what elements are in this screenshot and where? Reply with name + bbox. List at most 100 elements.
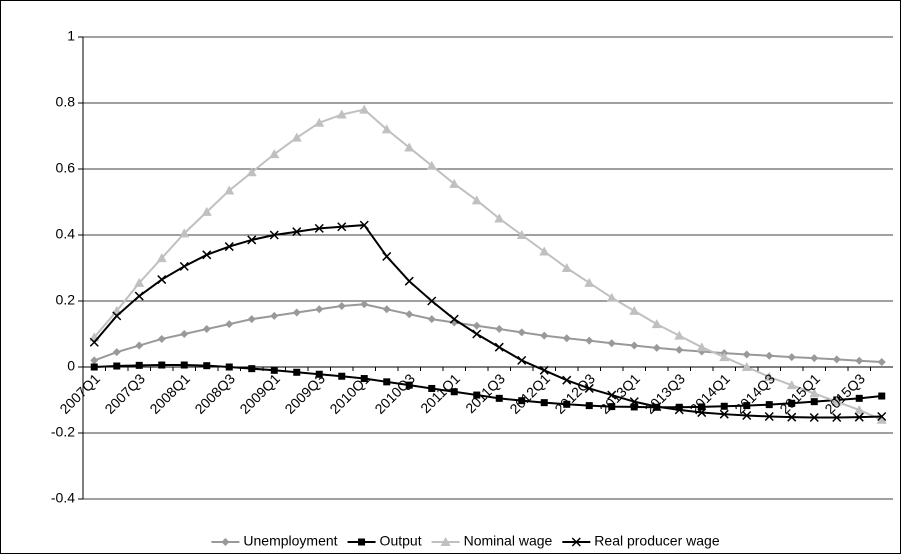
legend-item: Nominal wage <box>431 533 553 549</box>
marker <box>607 390 617 400</box>
marker <box>585 336 594 345</box>
marker <box>473 391 481 399</box>
marker <box>315 370 323 378</box>
y-tick-label: 0.4 <box>56 226 76 242</box>
marker <box>90 363 98 371</box>
legend-label: Output <box>380 533 422 549</box>
marker <box>517 328 526 337</box>
marker <box>360 375 368 383</box>
marker <box>134 277 145 287</box>
marker <box>202 250 212 260</box>
marker <box>608 403 616 411</box>
marker <box>134 291 144 301</box>
marker <box>135 361 143 369</box>
marker <box>248 365 256 373</box>
y-tick-label: 0.6 <box>56 160 76 176</box>
marker <box>472 321 481 330</box>
marker <box>269 149 280 159</box>
marker <box>314 117 325 127</box>
marker <box>765 401 773 409</box>
marker <box>405 381 413 389</box>
marker <box>787 353 796 362</box>
marker <box>180 330 189 338</box>
marker <box>270 366 278 374</box>
marker <box>561 263 572 272</box>
marker <box>337 301 346 310</box>
marker <box>495 325 504 334</box>
marker <box>427 296 437 306</box>
marker <box>180 361 188 369</box>
marker <box>810 354 819 363</box>
marker <box>606 292 617 302</box>
marker <box>517 355 527 365</box>
marker <box>742 350 751 359</box>
marker <box>135 341 144 350</box>
marker <box>720 402 728 410</box>
marker <box>157 275 167 285</box>
marker <box>518 397 526 405</box>
marker <box>719 409 729 419</box>
marker <box>494 213 505 223</box>
marker <box>540 331 549 340</box>
marker <box>742 410 752 421</box>
marker <box>449 314 459 324</box>
marker <box>450 388 458 396</box>
marker <box>428 384 436 392</box>
marker <box>247 235 257 245</box>
marker <box>855 394 863 402</box>
marker <box>359 220 369 230</box>
legend-item: Unemployment <box>211 533 338 549</box>
legend-label: Unemployment <box>243 533 337 549</box>
marker <box>764 411 774 422</box>
marker <box>540 399 548 407</box>
marker <box>337 222 347 232</box>
marker <box>404 142 415 152</box>
marker <box>765 351 774 360</box>
marker <box>203 362 211 370</box>
marker <box>764 371 775 381</box>
legend: Unemployment Output Nominal wage Real produ… <box>211 533 720 549</box>
marker <box>854 404 865 414</box>
marker <box>878 392 886 400</box>
marker <box>314 223 324 233</box>
legend-label: Nominal wage <box>464 533 553 549</box>
marker <box>359 104 370 114</box>
marker <box>741 362 752 371</box>
marker <box>269 230 279 240</box>
marker <box>179 228 190 238</box>
marker <box>338 372 346 380</box>
y-tick-label: 0.2 <box>56 292 76 308</box>
series-line <box>94 364 882 409</box>
marker <box>652 402 662 412</box>
marker <box>876 414 887 424</box>
marker <box>427 315 436 324</box>
marker <box>112 348 121 357</box>
marker <box>585 402 593 410</box>
marker <box>224 242 234 252</box>
marker <box>584 277 595 287</box>
marker <box>810 398 818 406</box>
marker <box>562 334 571 343</box>
marker <box>607 339 616 348</box>
marker <box>562 375 572 385</box>
marker <box>292 227 302 237</box>
series-line <box>93 224 882 419</box>
legend-marker <box>358 538 366 546</box>
marker <box>719 352 730 362</box>
marker <box>315 305 324 314</box>
marker <box>674 330 685 340</box>
marker <box>382 305 391 314</box>
marker <box>787 412 797 422</box>
marker <box>381 124 392 134</box>
marker <box>630 403 638 411</box>
marker <box>675 345 684 354</box>
legend-marker <box>221 538 230 546</box>
marker <box>90 356 99 365</box>
marker <box>629 305 640 315</box>
marker <box>855 356 864 365</box>
marker <box>675 403 683 411</box>
marker <box>832 355 841 364</box>
legend-marker <box>440 537 451 546</box>
marker <box>246 167 257 177</box>
marker <box>877 411 887 422</box>
